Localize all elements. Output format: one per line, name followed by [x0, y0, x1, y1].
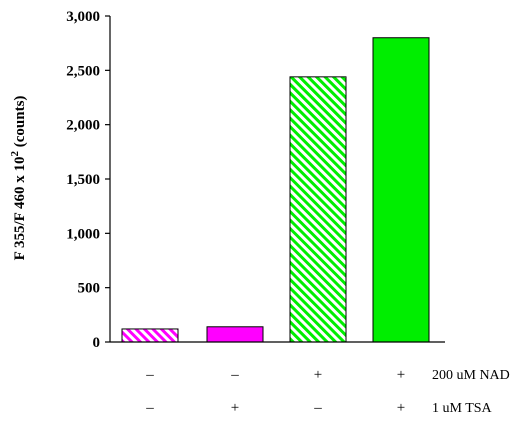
condition-table: – – + +200 uM NAD – + – +1 uM TSA: [145, 367, 510, 416]
condition-mark: +: [231, 400, 239, 416]
y-tick-label: 1,500: [66, 172, 100, 188]
bar-1: [121, 328, 179, 343]
condition-mark: –: [313, 400, 322, 416]
condition-mark: –: [145, 367, 154, 383]
y-axis-title: F 355/F 460 x 102 (counts): [9, 96, 28, 261]
y-axis-ticks: 0 500 1,000 1,500 2,000 2,500 3,000: [66, 9, 110, 351]
condition-mark: +: [314, 367, 322, 383]
condition-label: 200 uM NAD: [432, 368, 510, 383]
y-tick-label: 2,500: [66, 63, 100, 79]
bar-4: [372, 37, 430, 343]
y-tick-label: 3,000: [66, 9, 100, 25]
condition-label: 1 uM TSA: [432, 401, 493, 416]
y-tick-label: 500: [78, 281, 101, 297]
condition-mark: –: [230, 367, 239, 383]
bar-3: [289, 76, 347, 343]
y-tick-label: 0: [93, 335, 101, 351]
condition-mark: +: [397, 367, 405, 383]
condition-mark: –: [145, 400, 154, 416]
y-tick-label: 1,000: [66, 226, 100, 242]
y-axis-title-superscript: 2: [9, 151, 21, 157]
bars: [121, 37, 430, 343]
condition-mark: +: [397, 400, 405, 416]
bar-2: [206, 326, 264, 343]
y-tick-label: 2,000: [66, 118, 100, 134]
